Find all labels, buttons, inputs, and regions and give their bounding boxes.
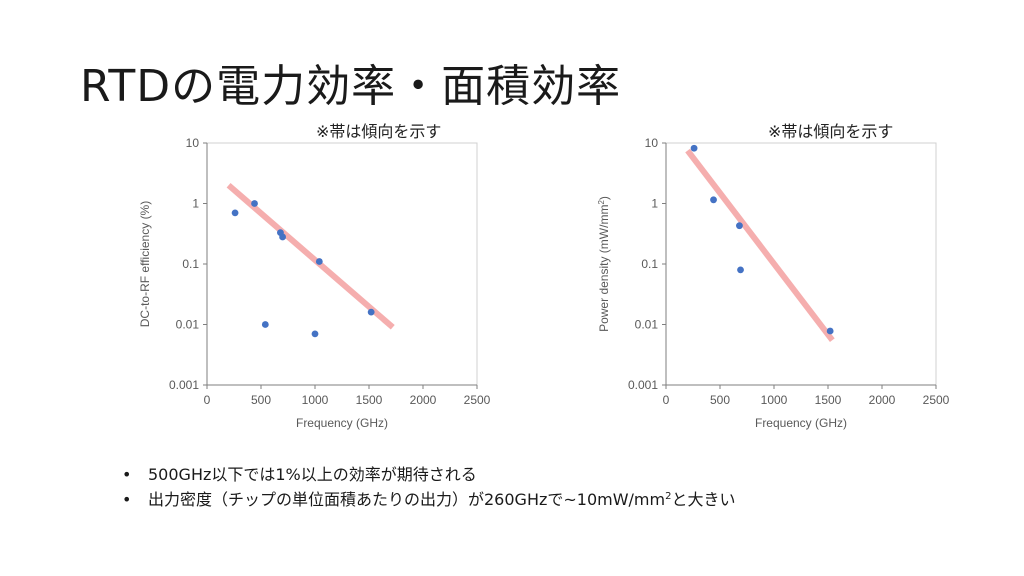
y-axis-label: Power density (mW/mm2) [597,196,612,332]
data-point [710,196,717,204]
data-point [231,209,239,217]
y-axis-label: DC-to-RF efficiency (%) [138,201,152,327]
data-point [826,327,834,335]
y-axis-label-superscript: 2 [597,200,606,205]
bullet-item: 出力密度（チップの単位面積あたりの出力）が260GHzで~10mW/mm2と大き… [122,487,736,512]
efficiency-chart: 0.001 0.01 0.1 1 10 0 500 1000 1500 2000 2500 Frequ… [138,136,491,430]
y-tick-label: 0.001 [628,378,658,392]
x-tick-label: 1500 [356,393,383,407]
x-tick-label: 0 [204,393,211,407]
x-tick-label: 2500 [923,393,950,407]
data-point [736,222,743,230]
data-point [315,258,323,265]
x-tick-label: 1000 [761,393,788,407]
bullet-list: 500GHz以下では1%以上の効率が期待される 出力密度（チップの単位面積あたり… [122,462,736,512]
x-axis-label: Frequency (GHz) [296,416,388,430]
trend-band [226,183,395,330]
y-tick-label: 10 [645,136,659,150]
y-tick-label: 0.1 [641,257,658,271]
x-tick-label: 2000 [410,393,437,407]
x-tick-label: 0 [663,393,670,407]
slide-title: RTDの電力効率・面積効率 [80,61,622,112]
x-tick-label: 2000 [869,393,896,407]
x-tick-label: 1000 [302,393,329,407]
y-tick-label: 1 [192,197,199,211]
plot-area [665,142,937,386]
y-axis-label-suffix: ) [597,196,611,200]
data-point [279,233,286,241]
plot-area [206,142,478,386]
y-tick-label: 0.1 [182,257,199,271]
y-tick-label: 0.01 [176,318,200,332]
bullet-text-suffix: と大きい [671,490,736,509]
data-point [367,308,375,316]
x-tick-label: 500 [251,393,271,407]
data-point [690,144,698,152]
trend-band [685,148,835,343]
power-density-chart: 0.001 0.01 0.1 1 10 0 500 1000 1500 2000 2500 Frequ… [597,136,950,430]
bullet-item: 500GHz以下では1%以上の効率が期待される [122,462,736,487]
y-tick-label: 1 [651,197,658,211]
data-point [737,266,744,274]
x-tick-label: 1500 [815,393,842,407]
y-tick-label: 10 [186,136,200,150]
bullet-superscript: 2 [665,491,672,502]
y-tick-label: 0.01 [635,318,659,332]
data-point [311,330,319,338]
chart-note-right: ※帯は傾向を示す [768,122,894,141]
x-axis-label: Frequency (GHz) [755,416,847,430]
data-point [251,200,258,207]
bullet-text: 出力密度（チップの単位面積あたりの出力）が260GHzで~10mW/mm [148,490,666,509]
x-tick-label: 500 [710,393,730,407]
x-tick-label: 2500 [464,393,491,407]
bullet-text: 500GHz以下では1%以上の効率が期待される [148,465,477,484]
data-point [261,321,269,328]
y-tick-label: 0.001 [169,378,199,392]
chart-note-left: ※帯は傾向を示す [316,122,442,141]
